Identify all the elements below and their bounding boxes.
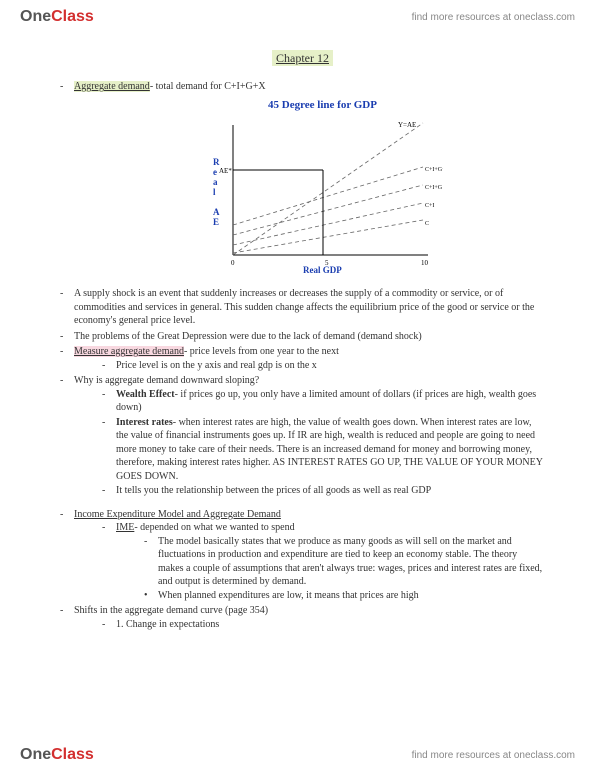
shifts-text: Shifts in the aggregate demand curve (pa… [74, 605, 268, 616]
measure-text: - price levels from one year to the next [184, 346, 339, 357]
interest-label: Interest rates [116, 417, 173, 428]
logo-part-class: Class [51, 8, 94, 25]
svg-text:AE*: AE* [219, 167, 232, 175]
bullet-great-depression: The problems of the Great Depression wer… [60, 330, 545, 344]
page-header: OneClass find more resources at oneclass… [0, 0, 595, 30]
footer-logo: OneClass [20, 746, 94, 764]
bullet-ime-heading: Income Expenditure Model and Aggregate D… [60, 508, 545, 603]
svg-text:Real GDP: Real GDP [303, 265, 342, 275]
aggregate-demand-label: Aggregate demand [74, 81, 150, 92]
svg-text:E: E [213, 217, 219, 227]
svg-text:5: 5 [325, 259, 329, 267]
footer-logo-one: One [20, 746, 51, 763]
bullet-tells-you: It tells you the relationship between th… [102, 484, 545, 498]
bullet-aggregate-demand: Aggregate demand- total demand for C+I+G… [60, 80, 545, 94]
gdp-chart: Real AE AE* Real GDP 0 5 10 Y=AE C+I+G+X C+I+G C+… [203, 115, 443, 275]
aggregate-demand-text: - total demand for C+I+G+X [150, 81, 266, 92]
bullet-shifts: Shifts in the aggregate demand curve (pa… [60, 604, 545, 631]
bullet-change-exp: 1. Change in expectations [102, 618, 545, 632]
chart-container: 45 Degree line for GDP Real AE AE* Real GD… [100, 98, 545, 279]
svg-text:Y=AE: Y=AE [398, 121, 416, 129]
page-footer: OneClass find more resources at oneclass… [0, 740, 595, 770]
why-sloping-text: Why is aggregate demand downward sloping… [74, 375, 259, 386]
svg-text:C+I+G: C+I+G [425, 185, 443, 191]
bullet-ime: IME- depended on what we wanted to spend… [102, 521, 545, 602]
chart-title: 45 Degree line for GDP [100, 98, 545, 113]
ime-heading: Income Expenditure Model and Aggregate D… [74, 509, 281, 520]
wealth-label: Wealth Effect [116, 389, 175, 400]
bullet-supply-shock: A supply shock is an event that suddenly… [60, 287, 545, 328]
header-link[interactable]: find more resources at oneclass.com [412, 12, 575, 23]
document-content: Chapter 12 Aggregate demand- total deman… [0, 30, 595, 631]
svg-text:a: a [213, 177, 218, 187]
svg-text:R: R [213, 157, 220, 167]
svg-text:0: 0 [231, 259, 235, 267]
bullet-price-level: Price level is on the y axis and real gd… [102, 359, 545, 373]
ime-label: IME [116, 522, 134, 533]
svg-text:C+I: C+I [425, 203, 434, 209]
logo: OneClass [20, 8, 94, 26]
svg-text:A: A [213, 207, 220, 217]
bullet-measure: Measure aggregate demand- price levels f… [60, 345, 545, 372]
bullet-model-states: The model basically states that we produ… [144, 535, 545, 589]
bullet-interest: Interest rates- when interest rates are … [102, 416, 545, 484]
svg-text:C+I+G+X: C+I+G+X [425, 167, 443, 173]
svg-text:10: 10 [421, 259, 429, 267]
bullet-wealth: Wealth Effect- if prices go up, you only… [102, 388, 545, 415]
wealth-text: - if prices go up, you only have a limit… [116, 389, 536, 414]
bullet-planned-exp: When planned expenditures are low, it me… [144, 589, 545, 603]
svg-text:e: e [213, 167, 217, 177]
svg-text:l: l [213, 187, 216, 197]
svg-text:C: C [425, 221, 429, 227]
bullet-why-sloping: Why is aggregate demand downward sloping… [60, 374, 545, 498]
interest-text: - when interest rates are high, the valu… [116, 417, 543, 482]
chapter-title: Chapter 12 [272, 50, 333, 66]
footer-link[interactable]: find more resources at oneclass.com [412, 750, 575, 761]
ime-text: - depended on what we wanted to spend [134, 522, 294, 533]
footer-logo-class: Class [51, 746, 94, 763]
measure-label: Measure aggregate demand [74, 346, 184, 357]
logo-part-one: One [20, 8, 51, 25]
